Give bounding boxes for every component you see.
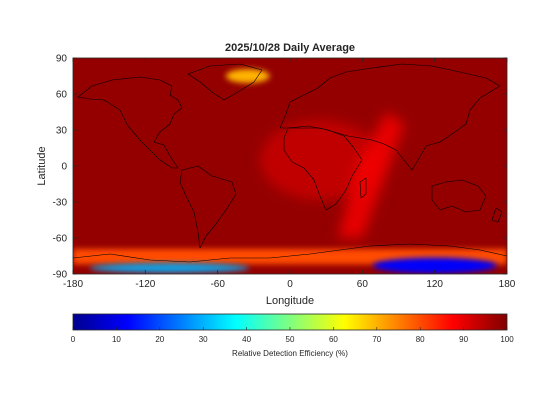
- colorbar-tick-label: 60: [329, 335, 338, 344]
- region-antarctica-west: [89, 263, 250, 273]
- colorbar-ticks: 0 10 20 30 40 50 60 70 80 90 100: [71, 327, 514, 344]
- region-indian-ocean-asia-band: [338, 112, 405, 238]
- plot-area: [73, 58, 507, 274]
- colorbar-tick-label: 90: [459, 335, 468, 344]
- colorbar: 0 10 20 30 40 50 60 70 80 90 100 Relative Detectio…: [71, 313, 514, 358]
- colorbar-tick-label: 40: [242, 335, 251, 344]
- x-tick-label: 120: [426, 279, 443, 290]
- region-greenland-low: [225, 69, 270, 83]
- y-tick-label: 30: [56, 126, 68, 137]
- coastline-north-america: [77, 76, 183, 169]
- colorbar-label: Relative Detection Efficiency (%): [232, 349, 348, 358]
- y-tick-label: 60: [56, 90, 68, 101]
- colorbar-tick-label: 0: [71, 335, 76, 344]
- colorbar-tick-label: 50: [286, 335, 295, 344]
- y-tick-label: 90: [56, 54, 68, 65]
- x-tick-label: -60: [210, 279, 225, 290]
- y-tick-label: 0: [61, 162, 67, 173]
- colorbar-tick-label: 100: [500, 335, 514, 344]
- x-tick-label: 60: [357, 279, 369, 290]
- region-antarctica-east: [372, 257, 497, 274]
- y-tick-label: -60: [53, 234, 68, 245]
- x-tick-label: -180: [63, 279, 83, 290]
- coastline-australia: [431, 179, 487, 213]
- coastline-africa: [283, 125, 363, 211]
- y-axis-ticks: 90 60 30 0 -30 -60 -90: [53, 54, 507, 281]
- y-axis-label: Latitude: [36, 146, 48, 185]
- colorbar-tick-label: 70: [372, 335, 381, 344]
- x-axis-label: Longitude: [266, 295, 314, 307]
- coastline-greenland: [187, 63, 263, 101]
- x-axis-ticks: -180 -120 -60 0 60 120 180: [63, 58, 516, 290]
- y-tick-label: -90: [53, 270, 68, 281]
- y-tick-label: -30: [53, 198, 68, 209]
- x-tick-label: 0: [287, 279, 293, 290]
- coastline-south-america: [179, 165, 237, 249]
- x-tick-label: -120: [135, 279, 155, 290]
- coastline-antarctica: [73, 243, 507, 263]
- coastlines: [73, 63, 507, 263]
- colorbar-tick-label: 80: [416, 335, 425, 344]
- x-tick-label: 180: [499, 279, 516, 290]
- colorbar-tick-label: 10: [112, 335, 121, 344]
- colorbar-tick-label: 20: [155, 335, 164, 344]
- colorbar-tick-label: 30: [199, 335, 208, 344]
- coastline-new-zealand: [491, 207, 503, 223]
- chart-title: 2025/10/28 Daily Average: [225, 42, 355, 54]
- coastline-madagascar: [359, 177, 367, 199]
- coastline-eurasia: [279, 63, 501, 171]
